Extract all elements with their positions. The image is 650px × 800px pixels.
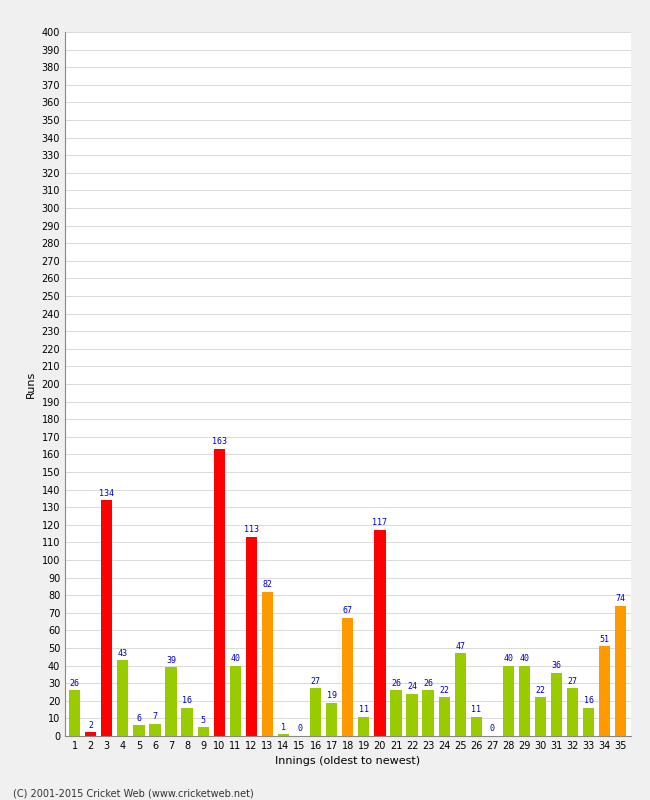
Bar <box>406 694 418 736</box>
Bar <box>117 660 129 736</box>
Bar <box>214 449 225 736</box>
Bar <box>599 646 610 736</box>
Text: 51: 51 <box>600 634 610 643</box>
Text: 19: 19 <box>327 691 337 700</box>
Text: 2: 2 <box>88 721 93 730</box>
Bar <box>503 666 514 736</box>
Text: 22: 22 <box>439 686 449 694</box>
Text: 113: 113 <box>244 526 259 534</box>
Text: 39: 39 <box>166 656 176 665</box>
Bar <box>278 734 289 736</box>
Bar <box>342 618 354 736</box>
Text: 40: 40 <box>230 654 240 663</box>
Bar <box>390 690 402 736</box>
Bar <box>454 654 466 736</box>
Text: 43: 43 <box>118 649 128 658</box>
Text: 27: 27 <box>567 677 578 686</box>
Text: 82: 82 <box>263 580 272 589</box>
Bar <box>310 689 321 736</box>
Text: 117: 117 <box>372 518 387 527</box>
Text: 6: 6 <box>136 714 142 723</box>
Text: 40: 40 <box>519 654 530 663</box>
Text: 47: 47 <box>455 642 465 650</box>
Text: 26: 26 <box>391 678 401 687</box>
Bar <box>229 666 241 736</box>
Text: 1: 1 <box>281 722 286 731</box>
Text: 74: 74 <box>616 594 626 603</box>
Text: 26: 26 <box>423 678 433 687</box>
Text: 67: 67 <box>343 606 353 615</box>
Text: 0: 0 <box>490 724 495 734</box>
Bar <box>439 698 450 736</box>
Text: 16: 16 <box>182 696 192 706</box>
Bar <box>358 717 369 736</box>
Text: 16: 16 <box>584 696 593 706</box>
Text: (C) 2001-2015 Cricket Web (www.cricketweb.net): (C) 2001-2015 Cricket Web (www.cricketwe… <box>13 788 254 798</box>
Text: 24: 24 <box>407 682 417 691</box>
Text: 11: 11 <box>471 705 481 714</box>
Bar <box>535 698 546 736</box>
Bar <box>150 724 161 736</box>
Bar <box>198 727 209 736</box>
Text: 11: 11 <box>359 705 369 714</box>
Text: 163: 163 <box>212 438 227 446</box>
Bar <box>262 592 273 736</box>
X-axis label: Innings (oldest to newest): Innings (oldest to newest) <box>275 757 421 766</box>
Text: 22: 22 <box>536 686 545 694</box>
Bar <box>583 708 594 736</box>
Bar <box>616 606 627 736</box>
Text: 0: 0 <box>297 724 302 734</box>
Bar <box>422 690 434 736</box>
Text: 134: 134 <box>99 489 114 498</box>
Bar <box>181 708 192 736</box>
Bar <box>471 717 482 736</box>
Bar <box>101 500 112 736</box>
Bar <box>85 733 96 736</box>
Text: 27: 27 <box>311 677 320 686</box>
Text: 40: 40 <box>503 654 514 663</box>
Bar <box>519 666 530 736</box>
Bar <box>133 726 144 736</box>
Text: 26: 26 <box>70 678 80 687</box>
Bar <box>326 702 337 736</box>
Bar <box>551 673 562 736</box>
Bar <box>165 667 177 736</box>
Text: 36: 36 <box>552 661 562 670</box>
Text: 7: 7 <box>153 712 157 721</box>
Bar <box>374 530 385 736</box>
Text: 5: 5 <box>201 715 205 725</box>
Bar <box>69 690 80 736</box>
Bar <box>567 689 578 736</box>
Bar <box>246 537 257 736</box>
Y-axis label: Runs: Runs <box>26 370 36 398</box>
